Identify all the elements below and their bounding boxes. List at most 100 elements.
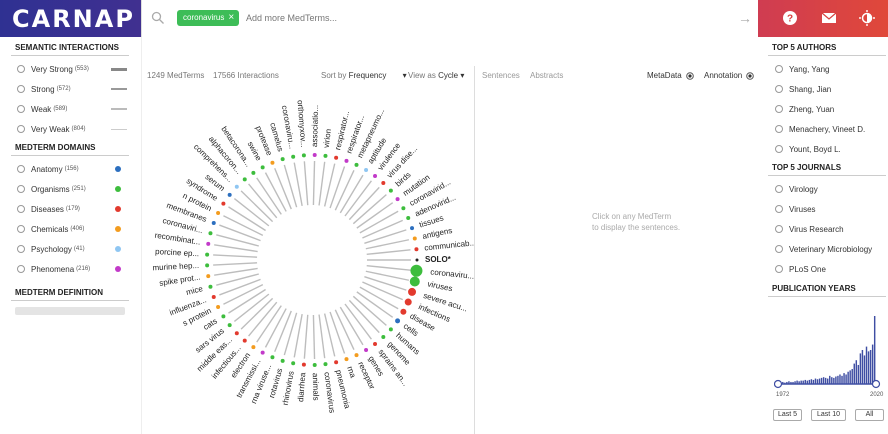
radio-icon[interactable] bbox=[775, 145, 783, 153]
graph-node[interactable] bbox=[381, 180, 386, 185]
radio-icon[interactable] bbox=[775, 85, 783, 93]
graph-node[interactable] bbox=[205, 252, 210, 257]
graph-node[interactable] bbox=[410, 226, 415, 231]
author-item[interactable]: Yang, Yang bbox=[775, 62, 885, 76]
graph-node[interactable] bbox=[291, 154, 296, 159]
graph-node[interactable] bbox=[412, 236, 417, 241]
graph-node[interactable] bbox=[354, 353, 359, 358]
years-histogram[interactable] bbox=[774, 299, 884, 395]
radio-icon[interactable] bbox=[17, 205, 25, 213]
radio-icon[interactable] bbox=[775, 265, 783, 273]
graph-node[interactable] bbox=[221, 201, 226, 206]
graph-node[interactable] bbox=[364, 348, 369, 353]
graph-node[interactable] bbox=[242, 177, 247, 182]
domain-psychology[interactable]: Psychology (41) bbox=[17, 242, 129, 256]
graph-node[interactable] bbox=[291, 361, 296, 366]
graph-node[interactable] bbox=[221, 314, 226, 319]
domain-diseases[interactable]: Diseases (179) bbox=[17, 202, 129, 216]
sort-by-control[interactable]: Sort by Frequency ▾ bbox=[321, 71, 407, 80]
journal-item[interactable]: Virus Research bbox=[775, 222, 885, 236]
graph-node[interactable] bbox=[312, 153, 317, 158]
graph-node[interactable] bbox=[373, 341, 378, 346]
view-as-control[interactable]: View as Cycle ▾ bbox=[408, 71, 464, 80]
graph-node[interactable] bbox=[211, 220, 216, 225]
medterm-chip[interactable]: coronavirus × bbox=[177, 10, 240, 26]
graph-node[interactable] bbox=[395, 197, 400, 202]
graph-node[interactable] bbox=[301, 153, 306, 158]
graph-node[interactable] bbox=[260, 350, 265, 355]
range-end-handle[interactable] bbox=[871, 379, 881, 389]
app-logo[interactable]: CARNAP bbox=[12, 5, 135, 33]
graph-node[interactable] bbox=[206, 241, 211, 246]
tab-abstracts[interactable]: Abstracts bbox=[530, 71, 564, 80]
graph-node[interactable] bbox=[415, 258, 419, 262]
graph-node-label[interactable]: viruses bbox=[427, 279, 454, 293]
graph-node[interactable] bbox=[364, 167, 369, 172]
graph-node[interactable] bbox=[312, 362, 317, 367]
radio-icon[interactable] bbox=[775, 125, 783, 133]
radio-icon[interactable] bbox=[17, 225, 25, 233]
graph-node[interactable] bbox=[404, 298, 412, 306]
graph-node[interactable] bbox=[406, 215, 411, 220]
semantic-weak[interactable]: Weak (589) bbox=[17, 102, 129, 116]
view-as-value[interactable]: Cycle bbox=[438, 71, 459, 80]
journal-item[interactable]: Virology bbox=[775, 182, 885, 196]
radio-icon[interactable] bbox=[17, 125, 25, 133]
graph-node[interactable] bbox=[301, 362, 306, 367]
graph-node[interactable] bbox=[234, 184, 239, 189]
graph-node-label[interactable]: diarrhea bbox=[296, 372, 307, 403]
sort-by-value[interactable]: Frequency bbox=[348, 71, 387, 80]
radio-selected-icon[interactable] bbox=[685, 71, 694, 80]
graph-node[interactable] bbox=[334, 155, 339, 160]
graph-node[interactable] bbox=[242, 338, 247, 343]
close-icon[interactable]: × bbox=[228, 12, 235, 23]
caret-down-icon[interactable]: ▾ bbox=[460, 71, 465, 80]
caret-down-icon[interactable]: ▾ bbox=[402, 71, 407, 80]
semantic-very-strong[interactable]: Very Strong (553) bbox=[17, 62, 129, 76]
domain-organisms[interactable]: Organisms (251) bbox=[17, 182, 129, 196]
graph-node[interactable] bbox=[373, 174, 378, 179]
graph-node-label[interactable]: coronaviru... bbox=[430, 267, 475, 280]
graph-node-label[interactable]: animals bbox=[311, 373, 321, 401]
graph-node-label[interactable]: porcine ep... bbox=[155, 247, 199, 258]
graph-node[interactable] bbox=[408, 287, 417, 296]
range-start-handle[interactable] bbox=[774, 379, 783, 389]
graph-node[interactable] bbox=[270, 355, 275, 360]
graph-node[interactable] bbox=[206, 274, 211, 279]
radio-icon[interactable] bbox=[17, 105, 25, 113]
search-input[interactable] bbox=[246, 10, 726, 26]
semantic-strong[interactable]: Strong (572) bbox=[17, 82, 129, 96]
annotation-toggle[interactable]: Annotation bbox=[704, 71, 755, 80]
graph-node[interactable] bbox=[323, 362, 328, 367]
radio-selected-icon[interactable] bbox=[746, 71, 755, 80]
graph-node[interactable] bbox=[395, 318, 401, 324]
last-10-button[interactable]: Last 10 bbox=[811, 409, 846, 421]
graph-node[interactable] bbox=[208, 231, 213, 236]
radio-icon[interactable] bbox=[775, 185, 783, 193]
graph-node-label[interactable]: communicab... bbox=[424, 238, 475, 252]
graph-node[interactable] bbox=[381, 335, 386, 340]
graph-node[interactable] bbox=[409, 276, 420, 287]
graph-node[interactable] bbox=[216, 304, 221, 309]
graph-node-label[interactable]: virion bbox=[322, 128, 333, 148]
graph-node[interactable] bbox=[410, 264, 423, 277]
radio-icon[interactable] bbox=[17, 245, 25, 253]
author-item[interactable]: Menachery, Vineet D. bbox=[775, 122, 885, 136]
graph-node-label[interactable]: murine hep... bbox=[152, 261, 199, 272]
graph-node[interactable] bbox=[227, 323, 232, 328]
radio-icon[interactable] bbox=[775, 65, 783, 73]
semantic-very-weak[interactable]: Very Weak (804) bbox=[17, 122, 129, 136]
graph-node-label[interactable]: antigens bbox=[422, 226, 453, 241]
mail-icon[interactable] bbox=[820, 9, 838, 27]
radio-icon[interactable] bbox=[775, 105, 783, 113]
graph-node[interactable] bbox=[354, 162, 359, 167]
graph-node[interactable] bbox=[205, 263, 210, 268]
journal-item[interactable]: Viruses bbox=[775, 202, 885, 216]
graph-node[interactable] bbox=[216, 211, 221, 216]
journal-item[interactable]: PLoS One bbox=[775, 262, 885, 276]
graph-node[interactable] bbox=[270, 160, 275, 165]
domain-phenomena[interactable]: Phenomena (216) bbox=[17, 262, 129, 276]
radio-icon[interactable] bbox=[17, 185, 25, 193]
contrast-icon[interactable] bbox=[858, 9, 876, 27]
graph-node-label[interactable]: mice bbox=[185, 284, 204, 297]
